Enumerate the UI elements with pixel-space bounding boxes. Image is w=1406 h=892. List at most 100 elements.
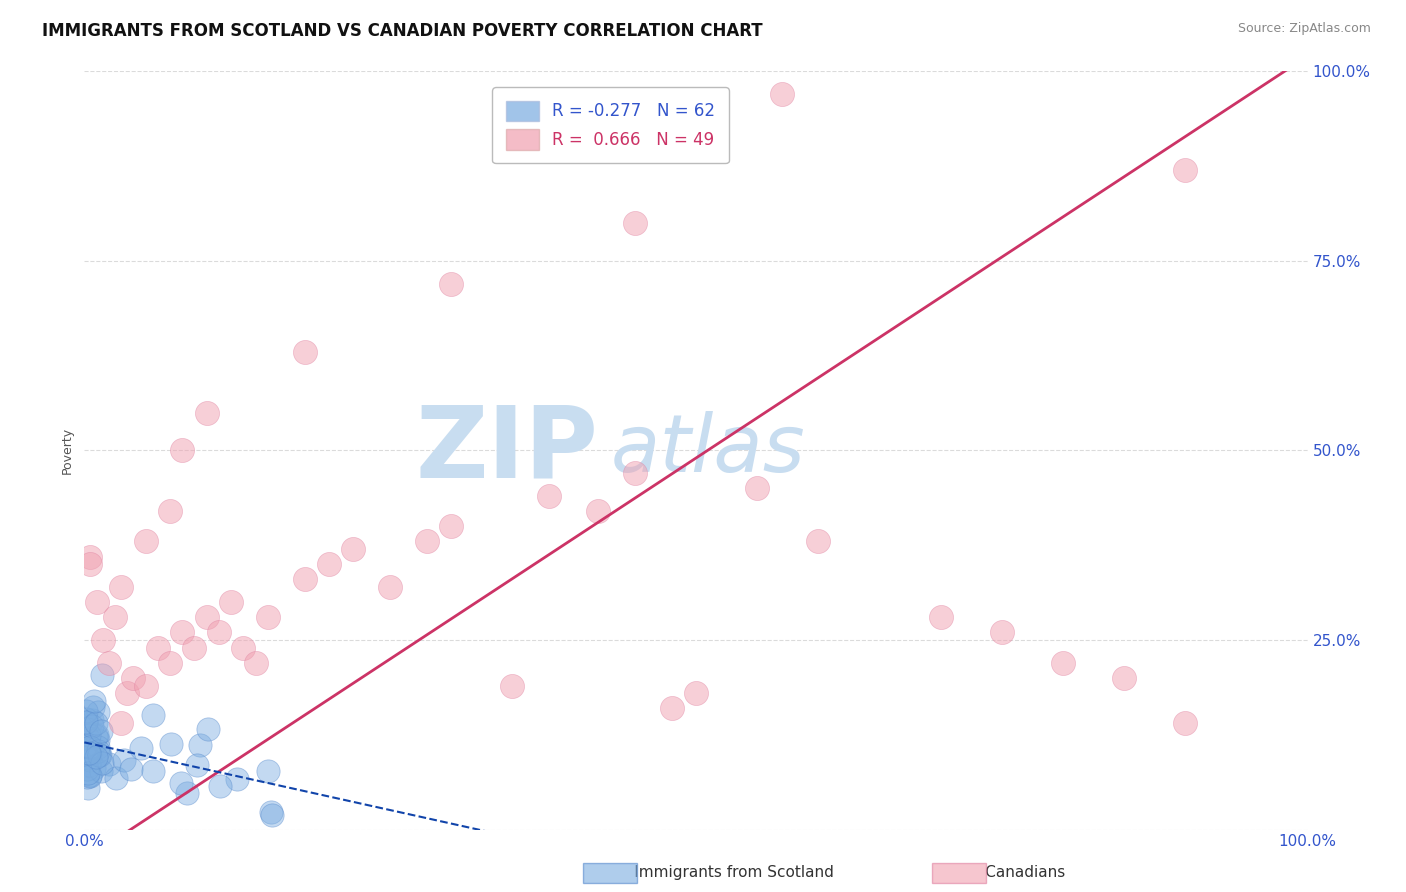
Point xyxy=(195,405,218,420)
Point xyxy=(807,534,830,549)
Point xyxy=(76,751,98,765)
Point xyxy=(89,748,111,763)
Point xyxy=(183,640,205,655)
Point xyxy=(79,739,101,754)
Point xyxy=(1052,656,1074,670)
Point xyxy=(112,753,135,767)
Y-axis label: Poverty: Poverty xyxy=(60,427,75,474)
Point xyxy=(80,714,103,728)
Point xyxy=(929,610,952,624)
Point xyxy=(1174,163,1197,178)
Point xyxy=(104,610,127,624)
Point xyxy=(86,744,108,758)
Point xyxy=(79,753,101,767)
Point xyxy=(76,765,98,780)
Text: atlas: atlas xyxy=(610,411,806,490)
Point xyxy=(75,712,97,726)
Point xyxy=(84,750,107,764)
Point xyxy=(91,633,114,648)
Point xyxy=(685,686,707,700)
Point xyxy=(142,707,165,722)
Text: Canadians: Canadians xyxy=(956,865,1066,880)
Point xyxy=(747,482,769,496)
Point xyxy=(170,776,193,790)
Text: Source: ZipAtlas.com: Source: ZipAtlas.com xyxy=(1237,22,1371,36)
Point xyxy=(110,580,132,594)
Text: Immigrants from Scotland: Immigrants from Scotland xyxy=(605,865,834,880)
Point xyxy=(76,770,98,784)
Point xyxy=(172,625,194,640)
Point xyxy=(1114,671,1136,685)
Point xyxy=(219,595,242,609)
Point xyxy=(624,216,647,230)
Point xyxy=(262,808,284,822)
Point xyxy=(624,467,647,481)
Point xyxy=(159,737,181,751)
Point xyxy=(186,758,208,772)
Point xyxy=(75,747,97,761)
Point xyxy=(82,699,104,714)
Point xyxy=(1174,716,1197,731)
Point xyxy=(538,489,561,503)
Point xyxy=(86,729,108,743)
Point xyxy=(104,771,127,785)
Point xyxy=(159,504,181,518)
Point xyxy=(146,640,169,655)
Text: ZIP: ZIP xyxy=(415,402,598,499)
Text: IMMIGRANTS FROM SCOTLAND VS CANADIAN POVERTY CORRELATION CHART: IMMIGRANTS FROM SCOTLAND VS CANADIAN POV… xyxy=(42,22,763,40)
Point xyxy=(79,747,101,761)
Point xyxy=(208,625,231,640)
Point xyxy=(586,504,609,518)
Point xyxy=(77,780,100,795)
Point xyxy=(257,764,280,778)
Point xyxy=(89,748,111,763)
Point xyxy=(75,715,97,730)
Point xyxy=(294,573,316,587)
Point xyxy=(87,733,110,747)
Point xyxy=(142,764,165,778)
Point xyxy=(84,716,107,731)
Point xyxy=(115,686,138,700)
Point xyxy=(87,739,110,754)
Point xyxy=(79,758,101,772)
Point xyxy=(122,671,145,685)
Point xyxy=(232,640,254,655)
Point xyxy=(245,656,267,670)
Point xyxy=(86,728,108,742)
Point xyxy=(90,764,112,779)
Point xyxy=(76,731,98,745)
Point xyxy=(294,344,316,359)
Point xyxy=(342,542,364,557)
Point xyxy=(159,656,181,670)
Point xyxy=(991,625,1014,640)
Point xyxy=(75,722,97,736)
Point xyxy=(195,610,218,624)
Point xyxy=(90,724,112,739)
Point xyxy=(440,519,463,533)
Point xyxy=(661,701,683,715)
Legend: R = -0.277   N = 62, R =  0.666   N = 49: R = -0.277 N = 62, R = 0.666 N = 49 xyxy=(492,87,728,163)
Point xyxy=(91,668,114,682)
Point xyxy=(770,87,793,102)
Point xyxy=(129,741,152,756)
Point xyxy=(82,719,104,733)
Point xyxy=(76,746,98,760)
Point xyxy=(79,557,101,572)
Point xyxy=(75,739,97,753)
Point xyxy=(80,741,103,756)
Point xyxy=(91,756,114,770)
Point xyxy=(77,728,100,742)
Point xyxy=(188,738,211,752)
Point xyxy=(97,656,120,670)
Point xyxy=(83,761,105,775)
Point xyxy=(197,723,219,737)
Point xyxy=(75,705,97,719)
Point xyxy=(79,769,101,783)
Point xyxy=(318,557,340,572)
Point xyxy=(76,762,98,776)
Point xyxy=(176,786,198,800)
Point xyxy=(135,678,157,692)
Point xyxy=(380,580,402,594)
Point xyxy=(416,534,439,549)
Point xyxy=(208,779,231,793)
